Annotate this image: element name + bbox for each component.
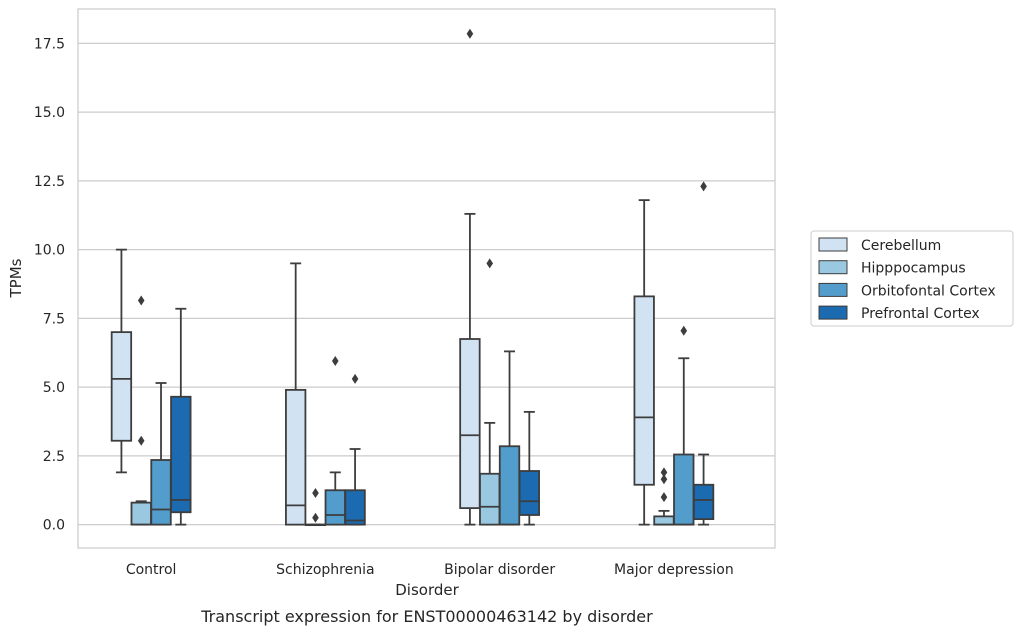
outlier-point xyxy=(660,492,668,503)
y-gridlines xyxy=(78,42,775,526)
outlier-point xyxy=(700,181,707,192)
y-axis-ticks: 0.0 2.5 5.0 7.5 10.0 12.5 15.0 17.5 xyxy=(34,36,65,533)
box-iqr xyxy=(285,388,307,526)
outlier-point xyxy=(660,474,668,485)
box-iqr xyxy=(653,515,675,526)
outlier-point xyxy=(486,258,494,269)
box-cerebellum-major-depression xyxy=(633,199,655,526)
legend-label: Prefrontal Cortex xyxy=(861,306,980,322)
outlier-point xyxy=(312,512,319,523)
legend-swatch xyxy=(818,260,848,275)
box-hipppocampus-schizophrenia xyxy=(304,488,327,527)
box-iqr xyxy=(479,472,501,526)
box-iqr xyxy=(344,489,366,526)
box-cerebellum-control xyxy=(110,248,133,474)
outlier-point xyxy=(137,295,145,306)
box-iqr xyxy=(633,295,655,486)
outlier-point xyxy=(466,28,474,39)
y-tick-label: 10.0 xyxy=(34,243,65,259)
box-iqr xyxy=(150,459,172,526)
y-tick-label: 7.5 xyxy=(43,311,65,327)
outlier-point xyxy=(312,488,319,498)
y-tick-label: 5.0 xyxy=(43,380,65,396)
x-tick-label: Control xyxy=(126,562,177,578)
legend-label: Cerebellum xyxy=(861,238,941,254)
x-tick-label: Bipolar disorder xyxy=(444,562,555,578)
box-orbitofontal-cortex-control xyxy=(150,382,172,526)
y-tick-label: 15.0 xyxy=(34,105,65,121)
outlier-point xyxy=(137,435,145,446)
box-prefrontal-cortex-schizophrenia xyxy=(344,373,366,526)
x-axis-ticks: Control Schizophrenia Bipolar disorder Majo… xyxy=(126,562,734,578)
outlier-point xyxy=(331,356,339,366)
outlier-point xyxy=(660,467,668,478)
legend: Cerebellum Hipppocampus Orbitofontal Corte… xyxy=(810,230,1014,327)
box-iqr xyxy=(498,445,521,526)
legend-swatch xyxy=(818,282,848,297)
legend-swatch xyxy=(818,305,848,320)
x-tick-label: Schizophrenia xyxy=(276,562,374,578)
outlier-point xyxy=(680,325,688,336)
outlier-point xyxy=(351,373,359,384)
box-plot-series xyxy=(110,28,715,527)
box-iqr xyxy=(692,483,715,521)
box-hipppocampus-major-depression xyxy=(653,467,675,526)
box-prefrontal-cortex-major-depression xyxy=(692,181,715,526)
legend-label: Orbitofontal Cortex xyxy=(861,283,996,299)
x-axis-label: Disorder xyxy=(395,581,459,599)
box-iqr xyxy=(324,489,346,526)
box-prefrontal-cortex-bipolar-disorder xyxy=(518,410,540,526)
box-hipppocampus-bipolar-disorder xyxy=(479,258,501,526)
box-cerebellum-bipolar-disorder xyxy=(459,28,481,526)
box-iqr xyxy=(170,395,192,514)
box-prefrontal-cortex-control xyxy=(170,307,192,526)
box-iqr xyxy=(459,338,481,510)
box-iqr xyxy=(518,470,540,516)
x-tick-label: Major depression xyxy=(614,562,734,578)
box-cerebellum-schizophrenia xyxy=(285,262,307,526)
legend-frame xyxy=(810,230,1014,327)
y-tick-label: 17.5 xyxy=(34,36,65,52)
plot-area-frame xyxy=(77,8,776,549)
legend-swatch xyxy=(818,237,848,252)
box-iqr xyxy=(673,453,695,526)
legend-label: Hipppocampus xyxy=(861,261,966,277)
y-axis-label: TPMs xyxy=(7,258,25,298)
y-tick-label: 0.0 xyxy=(43,518,65,534)
chart-caption: Transcript expression for ENST0000046314… xyxy=(200,607,653,626)
box-iqr xyxy=(130,501,152,526)
box-iqr xyxy=(110,331,133,442)
y-tick-label: 12.5 xyxy=(34,174,65,190)
y-tick-label: 2.5 xyxy=(43,449,65,465)
